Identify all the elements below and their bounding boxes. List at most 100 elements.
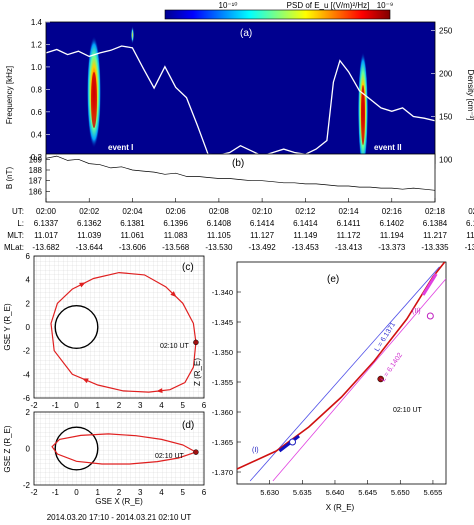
e-y-tick-label: -1.360	[212, 408, 233, 417]
d-x-tick-label: 3	[138, 488, 143, 497]
y-tick-label: 0.4	[31, 130, 43, 139]
panel-e-label: (e)	[327, 274, 339, 285]
ephemeris-time: 02:18	[425, 207, 446, 216]
c-axis-label: GSE Y (R_E)	[3, 303, 12, 351]
c-y-tick-label: -6	[23, 394, 31, 403]
ephemeris-value: -13.644	[76, 243, 104, 252]
colorbar: 10⁻¹⁰ PSD of E_u [(V/m)²/Hz] 10⁻⁹	[164, 1, 394, 20]
ephemeris-time: 02:14	[339, 207, 360, 216]
marker-2	[426, 312, 434, 320]
b-tick-label: 188	[29, 166, 43, 175]
e-y-tick-label: -1.340	[212, 288, 233, 297]
panel-a-label: (a)	[240, 28, 252, 39]
density-tick-label: 100	[439, 155, 453, 164]
ephemeris-value: 11.017	[34, 231, 58, 240]
ephemeris-value: 6.1337	[34, 219, 59, 228]
ephemeris-value: 6.1402	[380, 219, 405, 228]
spectrogram-bursts	[87, 26, 368, 168]
ephemeris-row-label: MLat:	[4, 243, 24, 252]
label-event-1: (I)	[252, 447, 259, 454]
segment-1	[278, 434, 300, 453]
density-tick-label: 150	[439, 112, 453, 121]
frequency-axis-label: Frequency [kHz]	[5, 66, 14, 124]
orbit-arrow	[156, 388, 163, 394]
d-y-tick-label: 2	[26, 408, 31, 417]
ephemeris-value: -13.530	[205, 243, 233, 252]
c-x-tick-label: -2	[30, 401, 38, 410]
e-y-tick-label: -1.345	[212, 318, 233, 327]
earth-circle-c	[54, 305, 99, 350]
ephemeris-value: 11.061	[121, 231, 145, 240]
panel-b-label: (b)	[232, 158, 244, 169]
b-axis-label: B (nT)	[5, 167, 14, 190]
y-tick-label: 1.0	[31, 63, 43, 72]
y-tick-label: 0.6	[31, 108, 43, 117]
colorbar-tick-low: 10⁻¹⁰	[219, 1, 238, 10]
density-axis-label: Density [cm⁻³]	[466, 70, 474, 121]
time-range-footer: 2014.03.20 17:10 - 2014.03.21 02:10 UT	[47, 513, 192, 522]
d-x-tick-label: -2	[30, 488, 38, 497]
ephemeris-time: 02:02	[79, 207, 100, 216]
ephemeris-value: 11.240	[466, 231, 474, 240]
ephemeris-value: -13.413	[335, 243, 363, 252]
panel-d: 02:10 UT (d) -2 -1 0 1 2 3 4 5 6 -2 0 2 GSE Z (R_E)…	[3, 408, 207, 522]
marker-1	[289, 438, 297, 446]
time-label-c: 02:10 UT	[160, 343, 190, 350]
ephemeris-value: -13.682	[32, 243, 60, 252]
e-x-tick-label: 5.655	[424, 488, 443, 497]
d-x-axis-label: GSE X (R_E)	[95, 497, 143, 506]
ephemeris-value: 6.1362	[77, 219, 102, 228]
event-2-label: event II	[374, 143, 402, 152]
ephemeris-time: 02:10	[252, 207, 273, 216]
orbit-c	[50, 271, 197, 393]
e-x-tick-label: 5.635	[293, 488, 312, 497]
e-x-tick-label: 5.650	[391, 488, 410, 497]
d-x-tick-label: 4	[159, 488, 164, 497]
d-x-tick-label: 0	[74, 488, 79, 497]
ephemeris-row-label: L:	[17, 219, 24, 228]
c-y-tick-label: 0	[26, 323, 31, 332]
ephemeris-time: 02:16	[382, 207, 403, 216]
colorbar-tick-high: 10⁻⁹	[377, 1, 394, 10]
e-x-axis-label: X (R_E)	[326, 503, 355, 512]
ephemeris-value: 11.105	[207, 231, 231, 240]
ephemeris-value: 6.1370	[466, 219, 474, 228]
ephemeris-value: -13.297	[465, 243, 474, 252]
segment-2	[421, 273, 438, 296]
ephemeris-value: -13.335	[421, 243, 449, 252]
position-marker-d	[193, 449, 199, 455]
c-y-tick-label: -2	[23, 347, 31, 356]
ephemeris-time: 02:08	[209, 207, 230, 216]
d-x-tick-label: 2	[117, 488, 122, 497]
c-x-tick-label: 4	[159, 401, 164, 410]
density-tick-label: 250	[439, 27, 453, 36]
ephemeris-value: -13.492	[249, 243, 277, 252]
e-y-tick-label: -1.355	[212, 378, 233, 387]
ephemeris-value: 11.194	[380, 231, 404, 240]
label-event-2: (II)	[412, 308, 421, 315]
ephemeris-value: 11.217	[423, 231, 447, 240]
ephemeris-value: 6.1381	[120, 219, 145, 228]
ephemeris-value: 11.083	[164, 231, 188, 240]
c-x-tick-label: -1	[52, 401, 60, 410]
panel-b-frame	[45, 153, 436, 203]
c-x-tick-label: 1	[96, 401, 101, 410]
panel-c: 02:10 UT (c) -2 -1 0 1 2 3 4 5 6 -6 -4 -2 0 2 4 6 GSE Y…	[3, 252, 207, 410]
colorbar-title: PSD of E_u [(V/m)²/Hz]	[287, 1, 370, 10]
ephemeris-value: -13.568	[162, 243, 190, 252]
orbit-arrow	[170, 291, 177, 298]
label-0210: 02:10 UT	[393, 407, 423, 414]
y-tick-label: 0.2	[31, 153, 43, 162]
d-x-tick-label: 6	[202, 488, 207, 497]
panel-d-ticks: -2 -1 0 1 2 3 4 5 6 -2 0 2	[23, 408, 207, 497]
spectrogram-background	[46, 22, 435, 168]
b-tick-label: 189	[29, 155, 43, 164]
e-y-tick-label: -1.365	[212, 438, 233, 447]
ephemeris-value: 11.039	[77, 231, 101, 240]
e-x-tick-label: 5.645	[358, 488, 377, 497]
ephemeris-value: 6.1414	[250, 219, 275, 228]
orbit-arrow	[79, 282, 86, 288]
d-x-tick-label: -1	[52, 488, 60, 497]
y-tick-label: 1.2	[31, 40, 43, 49]
